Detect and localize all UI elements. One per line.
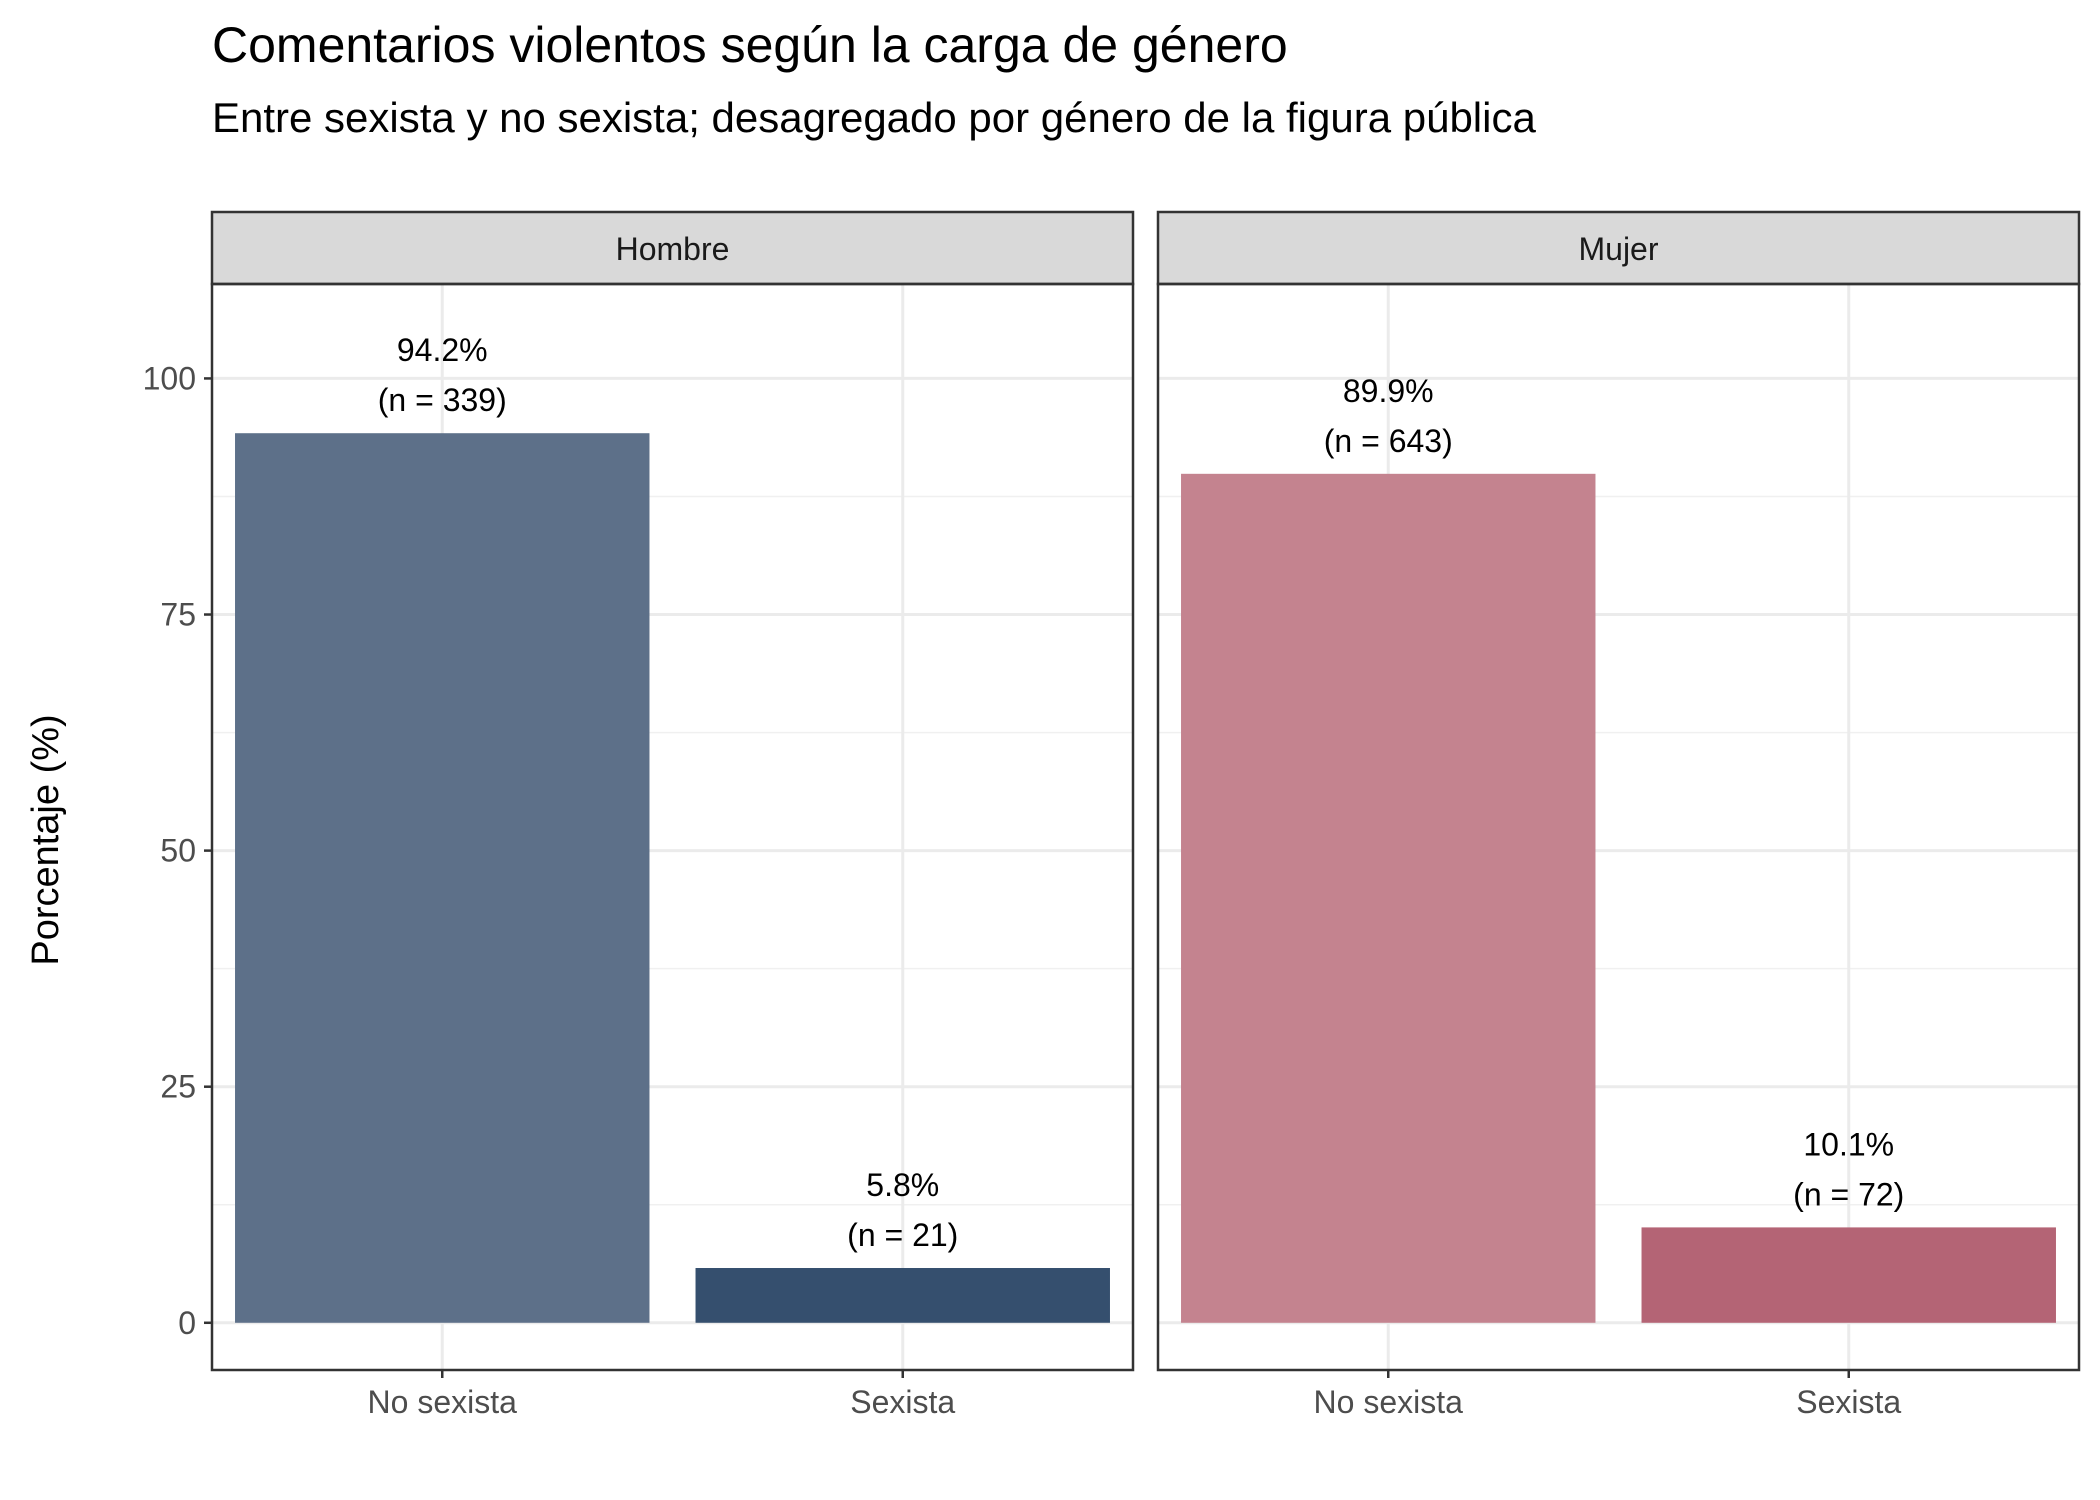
y-tick-label: 100	[143, 360, 196, 396]
facet-strip-label: Mujer	[1578, 231, 1658, 267]
panel-border	[1156, 282, 2081, 1372]
bar-hombre-no-sexista	[235, 433, 650, 1323]
data-label-percent: 89.9%	[1343, 373, 1434, 409]
y-tick-label: 0	[178, 1305, 196, 1341]
data-label-percent: 5.8%	[866, 1167, 939, 1203]
facet-strip	[210, 210, 1135, 286]
bar-hombre-sexista	[695, 1268, 1110, 1323]
y-tick-label: 50	[160, 833, 196, 869]
x-tick-label: No sexista	[368, 1384, 518, 1420]
facet-panel-hombre: 94.2% (n = 339) 5.8% (n = 21) Hombre No sexis…	[143, 210, 1135, 1420]
x-tick-label: Sexista	[1796, 1384, 1901, 1420]
x-tick-label: No sexista	[1314, 1384, 1464, 1420]
data-label-count: (n = 21)	[847, 1217, 958, 1253]
y-tick-label: 75	[160, 597, 196, 633]
data-label-count: (n = 643)	[1324, 423, 1453, 459]
x-tick-label: Sexista	[850, 1384, 955, 1420]
data-label-count: (n = 72)	[1793, 1176, 1904, 1212]
panel-border	[210, 282, 1135, 1372]
y-axis-title: Porcentaje (%)	[25, 714, 67, 965]
bar-mujer-sexista	[1641, 1227, 2056, 1323]
facet-strip-label: Hombre	[616, 231, 730, 267]
data-label-count: (n = 339)	[378, 382, 507, 418]
chart-title: Comentarios violentos según la carga de …	[212, 17, 1288, 73]
facet-panel-mujer: 89.9% (n = 643) 10.1% (n = 72) Mujer No sexis…	[1156, 210, 2081, 1420]
chart-subtitle: Entre sexista y no sexista; desagregado …	[212, 94, 1536, 141]
bar-mujer-no-sexista	[1181, 473, 1596, 1323]
y-tick-label: 25	[160, 1069, 196, 1105]
panels: 94.2% (n = 339) 5.8% (n = 21) Hombre No sexis…	[143, 210, 2081, 1420]
data-label-percent: 10.1%	[1803, 1126, 1894, 1162]
data-label-percent: 94.2%	[397, 332, 488, 368]
